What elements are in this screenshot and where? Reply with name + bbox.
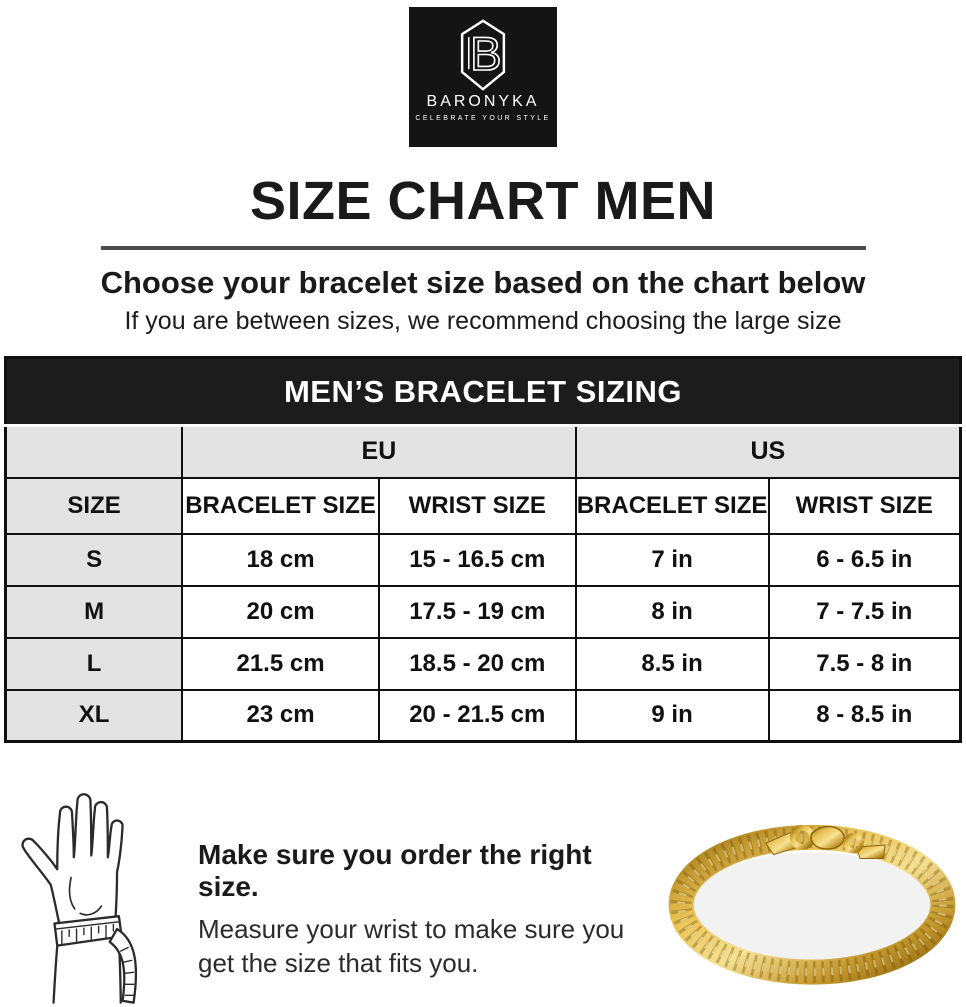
value-cell: 7 in	[574, 532, 770, 587]
size-label-cell: L	[4, 636, 184, 691]
table-row-l: L 21.5 cm 18.5 - 20 cm 8.5 in 7.5 - 8 in	[4, 636, 962, 691]
value-cell: 18.5 - 20 cm	[377, 636, 577, 691]
hand-with-measuring-tape-icon	[21, 793, 138, 1004]
subtitle: Choose your bracelet size based on the c…	[100, 265, 866, 300]
table-row-xl: XL 23 cm 20 - 21.5 cm 9 in 8 - 8.5 in	[4, 688, 962, 743]
value-cell: 8.5 in	[574, 636, 770, 691]
brand-name: BARONYKA	[426, 93, 540, 110]
value-cell: 15 - 16.5 cm	[377, 532, 577, 587]
value-cell: 7.5 - 8 in	[767, 636, 962, 691]
footer-body: Measure your wrist to make sure you get …	[198, 913, 658, 981]
size-chart-page: B BARONYKA CELEBRATE YOUR STYLE SIZE CHA…	[0, 7, 966, 1006]
region-header-row: EU US	[4, 424, 962, 479]
size-label-cell: S	[4, 532, 184, 587]
value-cell: 17.5 - 19 cm	[377, 584, 577, 639]
brand-tagline: CELEBRATE YOUR STYLE	[415, 115, 551, 122]
brand-logo: B BARONYKA CELEBRATE YOUR STYLE	[409, 7, 557, 147]
page-title: SIZE CHART MEN	[250, 171, 716, 231]
table-title: MEN’S BRACELET SIZING	[4, 356, 962, 427]
divider-line	[100, 246, 866, 250]
size-table: MEN’S BRACELET SIZING EU US SIZE BRACELE…	[4, 356, 962, 743]
size-label-cell: XL	[4, 688, 184, 743]
table-row-s: S 18 cm 15 - 16.5 cm 7 in 6 - 6.5 in	[4, 532, 962, 587]
footer-text-block: Make sure you order the right size. Meas…	[198, 839, 658, 981]
footer-section: Make sure you order the right size. Meas…	[0, 773, 966, 1006]
footer-body-line1: Measure your wrist to make sure you	[198, 914, 625, 944]
value-cell: 21.5 cm	[181, 636, 380, 691]
col-header-eu-bracelet: BRACELET SIZE	[181, 476, 380, 535]
region-us-cell: US	[574, 424, 962, 479]
footer-heading: Make sure you order the right size.	[198, 839, 592, 902]
value-cell: 9 in	[574, 688, 770, 743]
monogram-letter: B	[470, 28, 502, 81]
col-header-us-wrist: WRIST SIZE	[767, 476, 962, 535]
value-cell: 23 cm	[181, 688, 380, 743]
value-cell: 20 - 21.5 cm	[377, 688, 577, 743]
value-cell: 20 cm	[181, 584, 380, 639]
region-empty-cell	[4, 424, 184, 479]
column-header-row: SIZE BRACELET SIZE WRIST SIZE BRACELET S…	[4, 476, 962, 535]
gold-bracelet-image	[668, 824, 956, 985]
size-label-cell: M	[4, 584, 184, 639]
table-row-m: M 20 cm 17.5 - 19 cm 8 in 7 - 7.5 in	[4, 584, 962, 639]
value-cell: 6 - 6.5 in	[767, 532, 962, 587]
value-cell: 8 - 8.5 in	[767, 688, 962, 743]
footer-body-line2: get the size that fits you.	[198, 947, 479, 978]
value-cell: 8 in	[574, 584, 770, 639]
brand-monogram-icon: B	[460, 19, 506, 91]
note-text: If you are between sizes, we recommend c…	[124, 307, 842, 335]
col-header-us-bracelet: BRACELET SIZE	[574, 476, 770, 535]
col-header-eu-wrist: WRIST SIZE	[377, 476, 577, 535]
region-eu-cell: EU	[181, 424, 577, 479]
value-cell: 7 - 7.5 in	[767, 584, 962, 639]
table-title-row: MEN’S BRACELET SIZING	[4, 356, 962, 427]
value-cell: 18 cm	[181, 532, 380, 587]
col-header-size: SIZE	[4, 476, 184, 535]
